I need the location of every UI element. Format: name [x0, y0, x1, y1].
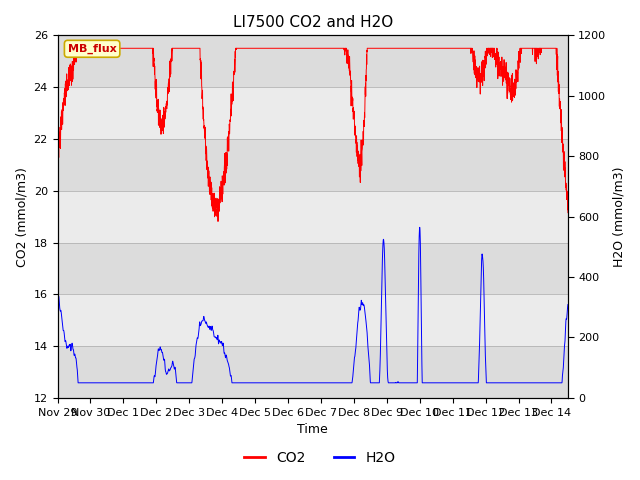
Bar: [58, 294, 568, 346]
Bar: [58, 87, 568, 139]
Title: LI7500 CO2 and H2O: LI7500 CO2 and H2O: [232, 15, 393, 30]
Y-axis label: H2O (mmol/m3): H2O (mmol/m3): [612, 167, 625, 267]
Y-axis label: CO2 (mmol/m3): CO2 (mmol/m3): [15, 167, 28, 266]
Bar: [58, 139, 568, 191]
X-axis label: Time: Time: [298, 423, 328, 436]
Bar: [58, 242, 568, 294]
Legend: CO2, H2O: CO2, H2O: [239, 445, 401, 471]
Text: MB_flux: MB_flux: [68, 44, 116, 54]
Bar: [58, 346, 568, 398]
Bar: [58, 36, 568, 87]
Bar: [58, 191, 568, 242]
